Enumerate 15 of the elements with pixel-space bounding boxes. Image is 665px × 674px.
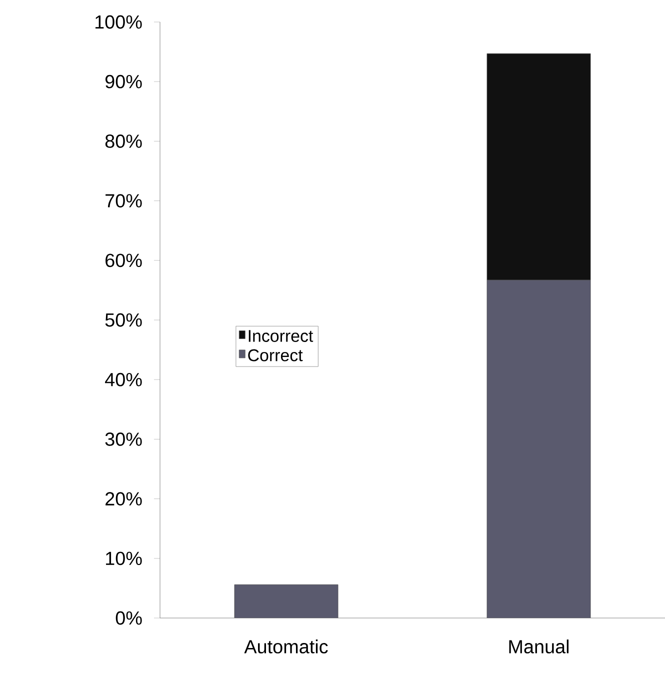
y-tick-label: 80% [105,134,142,148]
y-tick-label: 0% [116,611,142,625]
y-tick-label: 30% [105,432,142,446]
y-tick-label: 100% [96,15,142,29]
y-tick-label: 70% [106,194,142,208]
x-tick-label: Manual [509,640,569,654]
y-tick-label: 50% [105,313,142,327]
legend-label: Correct [248,349,303,362]
y-tick-label: 40% [105,372,142,386]
x-tick-label: Automatic [244,640,328,654]
y-tick-label: 10% [106,552,142,566]
y-tick-label: 60% [106,254,142,268]
y-tick-label: 20% [106,492,142,506]
y-tick-label: 90% [105,74,142,88]
legend-label: Incorrect [248,330,314,342]
